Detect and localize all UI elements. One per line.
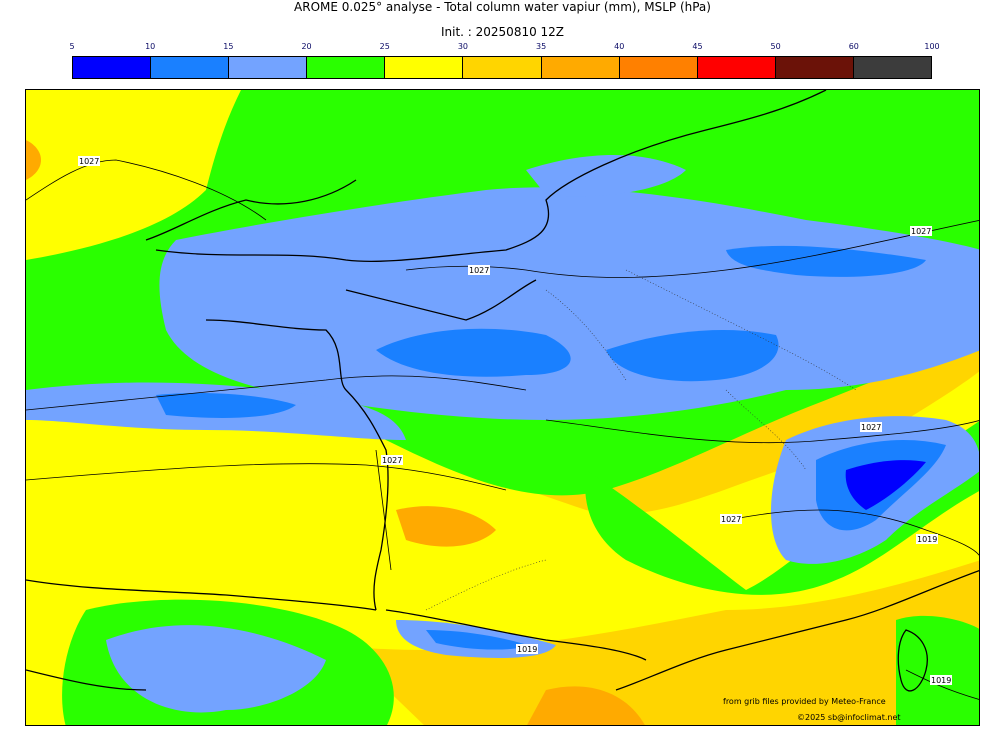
colorbar-tick-label: 50 [770, 42, 781, 51]
alps-5-10 [845, 460, 926, 510]
isobar-label-box [916, 534, 938, 544]
colorbar-segment [151, 57, 230, 78]
colorbar-segment [73, 57, 152, 78]
isobar-label-box [720, 514, 742, 524]
field-20-25-east [585, 421, 979, 595]
isobar-label: 1027 [721, 515, 741, 524]
colorbar-tick-label: 45 [692, 42, 703, 51]
colorbar-tick-label: 40 [614, 42, 625, 51]
field-15-20 [159, 187, 979, 420]
field-15-20-spain [106, 625, 326, 713]
field-20-25-corsica [896, 615, 979, 725]
colorbar-segment [229, 57, 308, 78]
coastlines [26, 90, 979, 692]
water-vapour-map: 1027 1027 1027 1027 1027 1027 1019 1019 … [26, 90, 979, 725]
colorbar-segment [619, 57, 698, 78]
isobar-label-box [468, 265, 490, 275]
colorbar-tick-label: 35 [535, 42, 547, 51]
init-time: Init. : 20250810 12Z [440, 25, 565, 39]
pyrenees-10-15 [426, 630, 531, 650]
colorbar-segment [775, 57, 854, 78]
colorbar-segment [541, 57, 620, 78]
copyright-credit: ©2025 sb@infoclimat.net [797, 713, 901, 722]
isobar-label-box [78, 156, 100, 166]
field-35-40-med [527, 686, 645, 725]
isobar-label-box [930, 675, 952, 685]
colorbar-segment [853, 57, 932, 78]
isobar-label-box [381, 455, 403, 465]
field-15-20-north [526, 155, 686, 197]
colorbar-tick-label: 30 [457, 42, 468, 51]
borders [425, 269, 857, 611]
map-panel: 1027 1027 1027 1027 1027 1027 1019 1019 … [25, 89, 980, 726]
colorbar-tick-label: 5 [69, 42, 75, 51]
isobar-label: 1019 [931, 676, 951, 685]
colorbar-tick-label: 60 [848, 42, 859, 51]
map-title: AROME 0.025° analyse - Total column wate… [294, 0, 711, 14]
colorbar-tick-label: 100 [924, 42, 940, 51]
colorbar-tick-label: 15 [223, 42, 234, 51]
colorbar-tick-label: 20 [301, 42, 312, 51]
isobar-label: 1027 [382, 456, 402, 465]
isobar-label-box [910, 226, 932, 236]
isobar-label: 1027 [79, 157, 99, 166]
field-25-30-south [26, 370, 979, 650]
isobar-label: 1019 [917, 535, 937, 544]
field-35-40-sw [396, 506, 496, 547]
isobar-label: 1027 [469, 266, 489, 275]
colorbar-tick-label: 10 [145, 42, 156, 51]
field-10-15-west [156, 393, 296, 418]
colorbar [72, 56, 932, 79]
colorbar-segment [463, 57, 542, 78]
isobar-label-box [516, 644, 538, 654]
colorbar-segment [697, 57, 776, 78]
isobar-label: 1027 [861, 423, 881, 432]
colorbar-segment [307, 57, 386, 78]
isobar-label: 1019 [517, 645, 537, 654]
field-10-15-ne [726, 245, 926, 277]
isobar-label: 1027 [911, 227, 931, 236]
colorbar-segment [385, 57, 464, 78]
field-10-15-east [606, 330, 779, 382]
field-10-15-centre [376, 328, 571, 377]
field-35-40-nw [26, 140, 41, 180]
colorbar-tick-label: 25 [379, 42, 390, 51]
isobars [26, 159, 979, 700]
isobar-labels: 1027 1027 1027 1027 1027 1027 1019 1019 … [78, 156, 952, 685]
source-credit: from grib files provided by Meteo-France [723, 697, 886, 706]
isobar-label-box [860, 422, 882, 432]
